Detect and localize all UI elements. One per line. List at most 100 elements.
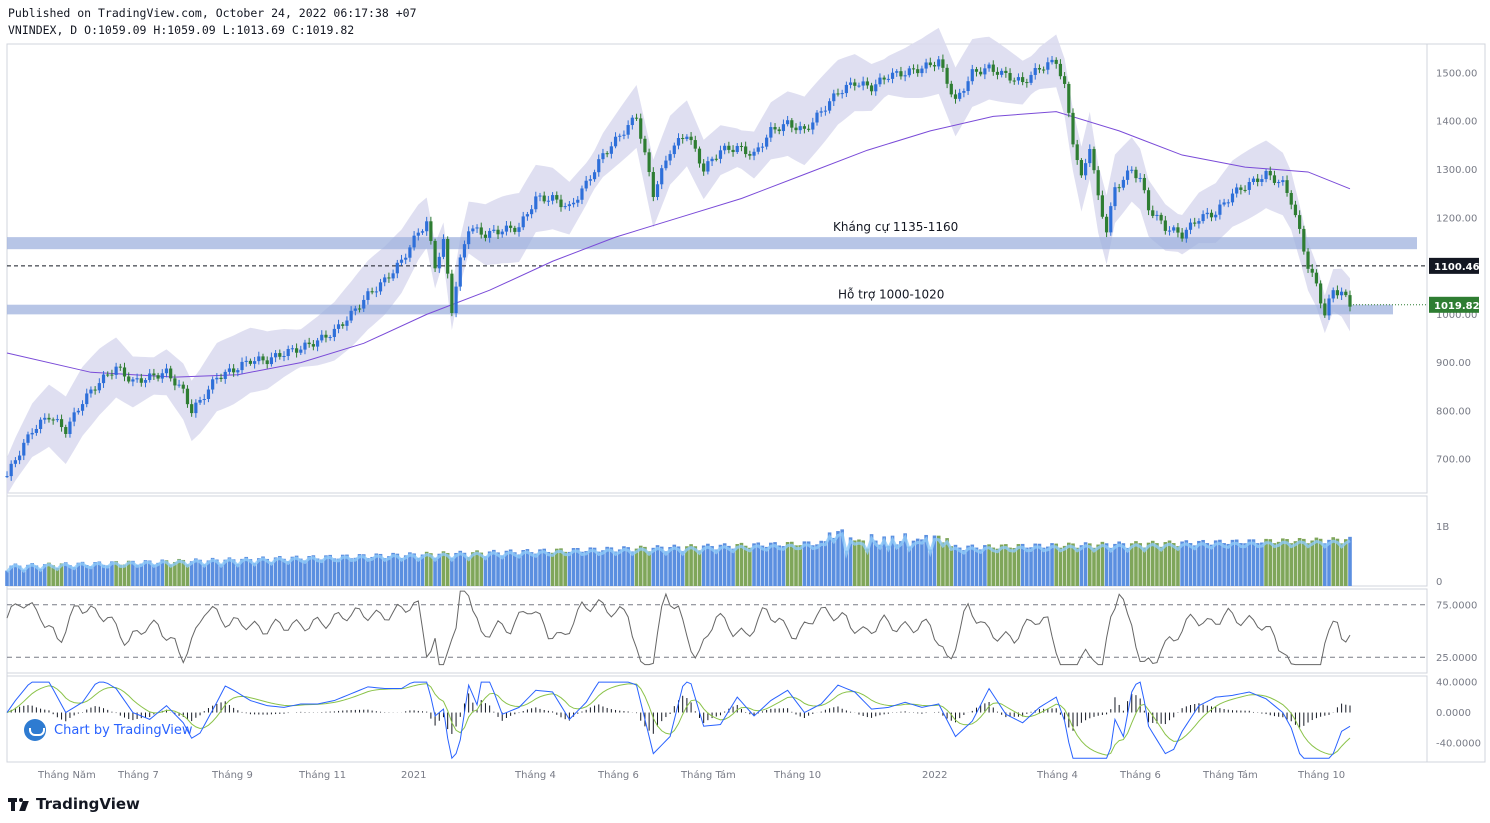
volume-bar [118, 564, 123, 586]
candle-body [571, 202, 576, 205]
volume-bar [378, 553, 383, 586]
candle-body [1163, 220, 1167, 231]
candle-body [815, 112, 819, 123]
volume-bar [126, 560, 131, 586]
candle-body [202, 399, 206, 401]
candle-body [194, 402, 198, 414]
candle-body [1054, 59, 1058, 64]
candle-body [1306, 251, 1310, 269]
candle-body [974, 69, 979, 72]
volume-bar [1058, 547, 1063, 586]
candle-body [475, 227, 479, 229]
candle-body [253, 361, 257, 364]
volume-bar [794, 545, 798, 586]
candle-body [59, 419, 64, 428]
candle-body [1302, 228, 1306, 252]
volume-bar [1289, 543, 1294, 586]
candle-body [1340, 291, 1344, 296]
volume-bar [957, 547, 962, 586]
volume-ma-line [5, 531, 1351, 574]
candle-body [185, 388, 190, 405]
volume-bar [785, 542, 790, 586]
candle-body [1096, 170, 1100, 196]
candle-body [1335, 290, 1340, 296]
volume-bar [588, 547, 593, 586]
candle-body [1251, 178, 1256, 183]
volume-tick-0: 0 [1436, 577, 1442, 588]
volume-bar [345, 554, 349, 586]
candle-body [269, 357, 274, 365]
volume-bar [634, 548, 639, 586]
candle-body [416, 232, 420, 236]
volume-bar [609, 547, 614, 586]
candle-body [173, 378, 177, 386]
volume-bar [307, 556, 311, 586]
candle-body [131, 379, 135, 382]
volume-bar [47, 562, 51, 586]
candle-body [613, 136, 618, 147]
volume-bar [185, 564, 190, 586]
volume-bar [315, 558, 320, 586]
candle-body [93, 389, 97, 391]
candle-body [1092, 149, 1096, 171]
candle-body [483, 234, 488, 238]
volume-bar [836, 531, 840, 586]
volume-bar [848, 537, 853, 586]
volume-bar [72, 567, 76, 586]
volume-bar [500, 555, 505, 586]
volume-bar [286, 561, 290, 586]
price-tick: 700.00 [1436, 455, 1471, 466]
volume-bar [953, 544, 958, 586]
volume-bar [1218, 539, 1222, 586]
candle-body [941, 59, 945, 68]
volume-bar [1104, 543, 1109, 586]
tradingview-brand[interactable]: TradingView [8, 795, 140, 813]
volume-bar [1138, 543, 1142, 586]
candle-body [219, 377, 223, 380]
volume-bar [601, 550, 605, 586]
volume-bar [575, 547, 580, 586]
volume-bar [51, 565, 55, 586]
candle-body [559, 199, 563, 208]
volume-bar [903, 533, 907, 586]
candle-body [1314, 272, 1319, 284]
candle-body [886, 78, 890, 80]
volume-bar [894, 544, 899, 586]
candle-body [769, 127, 773, 138]
volume-bar [1075, 547, 1080, 586]
volume-bar [907, 546, 912, 586]
volume-bar [613, 551, 618, 586]
chart-watermark[interactable]: Chart by TradingView [24, 719, 192, 741]
candle-body [660, 168, 664, 185]
candle-body [987, 64, 991, 69]
candle-body [1201, 214, 1205, 222]
candle-body [332, 328, 336, 338]
volume-bar [538, 549, 542, 586]
volume-bar [886, 545, 891, 586]
candle-body [198, 399, 202, 403]
volume-bar [764, 546, 769, 586]
candle-body [1004, 70, 1008, 73]
candle-body [110, 374, 114, 376]
volume-bar [840, 529, 844, 586]
candle-body [1180, 232, 1184, 239]
volume-bar [1046, 546, 1050, 586]
volume-bar [978, 549, 983, 586]
volume-bar [857, 539, 861, 586]
volume-bar [1302, 538, 1306, 586]
candle-body [802, 126, 807, 129]
candle-body [467, 231, 471, 245]
candle-body [1323, 303, 1327, 316]
volume-bar [223, 559, 228, 586]
candle-body [727, 145, 731, 150]
candle-body [299, 349, 303, 353]
macd-tick: -40.0000 [1436, 738, 1481, 749]
candle-body [530, 209, 534, 215]
x-tick-label: Tháng 7 [117, 769, 159, 781]
volume-bar [227, 557, 232, 586]
candle-body [840, 93, 844, 95]
candle-body [622, 134, 626, 136]
candle-body [408, 247, 412, 258]
volume-bar [17, 565, 22, 586]
